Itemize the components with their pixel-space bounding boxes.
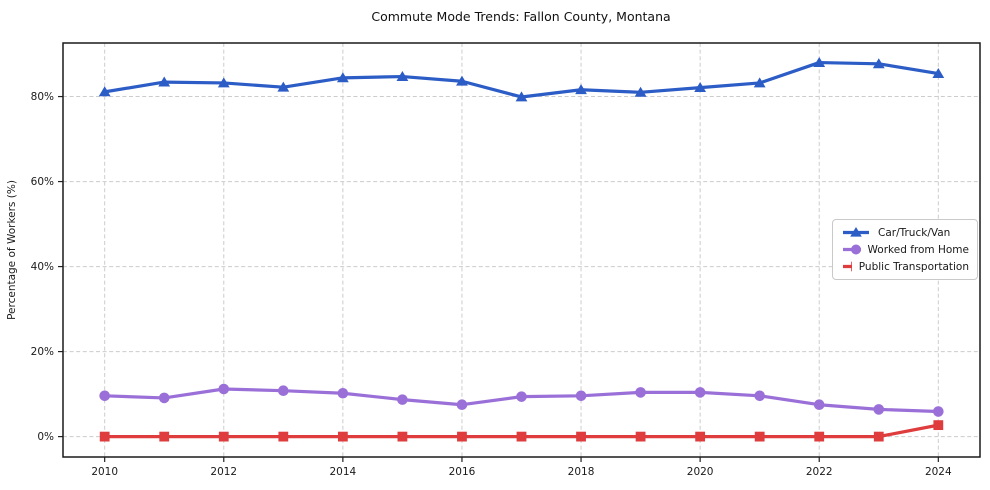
data-point-public-transportation	[754, 431, 765, 442]
data-point-worked-from-home	[397, 394, 408, 405]
plot-border	[62, 42, 981, 458]
data-point-worked-from-home	[158, 392, 170, 404]
data-point-public-transportation	[397, 431, 408, 442]
data-point-public-transportation	[99, 431, 110, 442]
legend-item-car-truck-van: Car/Truck/Van	[841, 226, 969, 239]
data-point-worked-from-home	[99, 390, 110, 402]
data-point-car-truck-van	[753, 77, 766, 88]
x-tick-label: 2014	[329, 466, 356, 478]
x-tick-label: 2012	[210, 466, 237, 478]
data-point-worked-from-home	[516, 391, 527, 402]
data-point-worked-from-home	[456, 399, 468, 411]
data-point-car-truck-van	[575, 84, 587, 95]
chart-title: Commute Mode Trends: Fallon County, Mont…	[371, 9, 670, 24]
legend-item-worked-from-home: Worked from Home	[841, 243, 969, 256]
legend-label: Car/Truck/Van	[878, 226, 951, 239]
data-point-car-truck-van	[872, 58, 885, 69]
x-tick-label: 2018	[568, 466, 595, 478]
data-point-car-truck-van	[98, 86, 111, 97]
data-point-public-transportation	[278, 431, 289, 442]
data-point-car-truck-van	[277, 81, 290, 92]
data-point-public-transportation	[159, 431, 170, 442]
data-point-public-transportation	[218, 431, 229, 442]
circle-marker-icon	[843, 244, 861, 255]
data-point-public-transportation	[576, 431, 586, 442]
data-point-car-truck-van	[634, 86, 647, 97]
y-tick-label: 40%	[31, 261, 54, 273]
legend-label: Public Transportation	[858, 260, 969, 273]
data-point-worked-from-home	[933, 406, 944, 417]
legend-item-public-transportation: Public Transportation	[841, 260, 969, 273]
data-point-worked-from-home	[873, 404, 885, 415]
data-point-car-truck-van	[396, 70, 409, 81]
data-point-car-truck-van	[217, 77, 230, 88]
x-tick-label: 2022	[806, 466, 833, 478]
square-marker-icon	[843, 261, 852, 272]
data-point-car-truck-van	[158, 76, 171, 87]
y-axis-label: Percentage of Workers (%)	[6, 180, 18, 320]
data-point-public-transportation	[933, 420, 944, 431]
y-tick-label: 0%	[37, 431, 54, 443]
data-point-worked-from-home	[694, 387, 706, 398]
y-tick-label: 60%	[31, 176, 54, 188]
data-point-public-transportation	[814, 431, 825, 442]
data-point-car-truck-van	[515, 91, 528, 102]
data-point-worked-from-home	[575, 390, 587, 402]
data-point-car-truck-van	[932, 68, 945, 79]
data-point-public-transportation	[337, 431, 348, 442]
data-point-car-truck-van	[813, 56, 826, 67]
data-point-worked-from-home	[635, 387, 646, 398]
data-point-worked-from-home	[218, 383, 230, 395]
x-tick-label: 2020	[687, 466, 714, 478]
data-point-public-transportation	[457, 431, 467, 442]
x-tick-label: 2016	[449, 466, 476, 478]
data-point-car-truck-van	[336, 72, 349, 83]
data-point-public-transportation	[695, 431, 706, 442]
legend: Car/Truck/Van Worked from Home Public Tr…	[832, 219, 978, 280]
x-tick-label: 2010	[91, 466, 118, 478]
data-point-worked-from-home	[337, 387, 349, 399]
data-point-car-truck-van	[456, 75, 468, 86]
data-point-car-truck-van	[694, 82, 707, 93]
x-tick-label: 2024	[925, 466, 952, 478]
data-point-worked-from-home	[813, 399, 825, 411]
data-point-public-transportation	[516, 431, 527, 442]
data-point-worked-from-home	[754, 390, 765, 402]
plot-area: 0% 20% 40% 60% 80% 2010 2012 2014 2016 2018 2020 20…	[31, 42, 981, 478]
data-point-worked-from-home	[278, 385, 289, 396]
y-tick-label: 80%	[31, 91, 54, 103]
triangle-marker-icon	[843, 227, 869, 237]
data-point-public-transportation	[873, 431, 884, 442]
data-point-public-transportation	[635, 431, 646, 442]
legend-label: Worked from Home	[867, 243, 969, 256]
y-tick-label: 20%	[31, 346, 54, 358]
